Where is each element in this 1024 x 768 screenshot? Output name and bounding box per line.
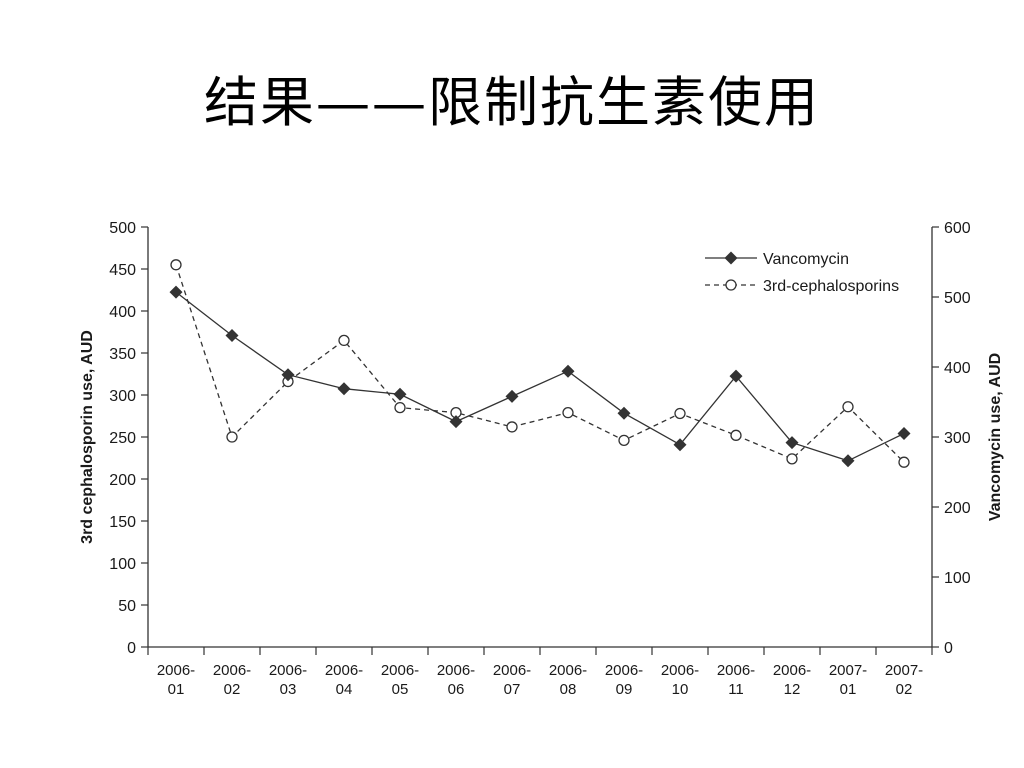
right-y-tick-label: 100 bbox=[944, 570, 971, 587]
data-point-vancomycin bbox=[281, 368, 295, 382]
series-line-vancomycin bbox=[175, 291, 905, 462]
legend-marker-3rd-cephalosporins bbox=[725, 279, 737, 291]
data-point-3rd-cephalosporins bbox=[338, 334, 350, 347]
left-y-tick-label: 400 bbox=[109, 304, 136, 321]
data-point-vancomycin bbox=[785, 436, 799, 450]
x-tick-label: 2006- bbox=[325, 662, 363, 679]
data-point-vancomycin bbox=[561, 364, 575, 378]
data-point-vancomycin bbox=[729, 369, 743, 383]
data-point-3rd-cephalosporins bbox=[170, 259, 182, 271]
x-tick-label: 01 bbox=[168, 681, 185, 698]
data-point-3rd-cephalosporins bbox=[394, 401, 406, 414]
data-point-vancomycin bbox=[505, 389, 519, 403]
data-point-vancomycin bbox=[617, 406, 631, 420]
x-tick-label: 12 bbox=[784, 681, 801, 698]
right-y-tick-label: 400 bbox=[944, 360, 971, 377]
legend-marker-vancomycin bbox=[724, 251, 738, 265]
data-point-3rd-cephalosporins bbox=[618, 434, 630, 447]
data-point-3rd-cephalosporins bbox=[674, 407, 686, 420]
data-point-3rd-cephalosporins bbox=[898, 456, 910, 468]
data-point-vancomycin bbox=[225, 329, 239, 342]
x-tick-label: 06 bbox=[448, 681, 465, 698]
x-tick-label: 2007- bbox=[829, 662, 867, 679]
x-tick-label: 2006- bbox=[773, 662, 811, 679]
data-point-3rd-cephalosporins bbox=[842, 401, 854, 413]
x-tick-label: 10 bbox=[672, 681, 689, 698]
data-point-vancomycin bbox=[449, 415, 463, 429]
x-tick-label: 2006- bbox=[381, 662, 419, 679]
x-tick-label: 02 bbox=[896, 681, 913, 698]
data-point-3rd-cephalosporins bbox=[506, 421, 518, 433]
right-y-tick-label: 600 bbox=[944, 220, 971, 237]
left-y-tick-label: 200 bbox=[109, 472, 136, 489]
data-point-vancomycin bbox=[393, 387, 407, 401]
x-tick-label: 2007- bbox=[885, 662, 923, 679]
right-y-tick-label: 300 bbox=[944, 430, 971, 447]
x-tick-label: 2006- bbox=[493, 662, 531, 679]
left-y-tick-label: 100 bbox=[109, 556, 136, 573]
left-y-tick-label: 50 bbox=[118, 598, 136, 615]
left-y-tick-label: 500 bbox=[109, 220, 136, 237]
x-tick-label: 01 bbox=[840, 681, 857, 698]
legend-label-3rd-cephalosporins: 3rd-cephalosporins bbox=[763, 278, 899, 295]
series-line-3rd-cephalosporins bbox=[175, 264, 905, 463]
x-tick-label: 2006- bbox=[549, 662, 587, 679]
x-tick-label: 2006- bbox=[437, 662, 475, 679]
x-tick-label: 02 bbox=[224, 681, 241, 698]
left-y-tick-label: 450 bbox=[109, 262, 136, 279]
legend-label-vancomycin: Vancomycin bbox=[763, 251, 849, 268]
x-tick-label: 2006- bbox=[269, 662, 307, 679]
x-tick-label: 03 bbox=[280, 681, 297, 698]
data-point-vancomycin bbox=[169, 285, 183, 299]
left-y-tick-label: 250 bbox=[109, 430, 136, 447]
data-point-3rd-cephalosporins bbox=[786, 453, 798, 465]
x-tick-label: 11 bbox=[728, 681, 744, 698]
left-y-tick-label: 350 bbox=[109, 346, 136, 363]
x-tick-label: 05 bbox=[392, 681, 409, 698]
data-point-3rd-cephalosporins bbox=[730, 429, 742, 441]
left-y-tick-label: 150 bbox=[109, 514, 136, 531]
right-y-tick-label: 200 bbox=[944, 500, 971, 517]
right-y-tick-label: 500 bbox=[944, 290, 971, 307]
data-point-3rd-cephalosporins bbox=[562, 406, 574, 419]
data-point-vancomycin bbox=[841, 454, 855, 468]
x-tick-label: 2006- bbox=[157, 662, 195, 679]
right-y-tick-label: 0 bbox=[944, 640, 953, 657]
right-y-axis-title: Vancomycin use, AUD bbox=[987, 353, 1004, 521]
x-tick-label: 2006- bbox=[661, 662, 699, 679]
x-tick-label: 08 bbox=[560, 681, 577, 698]
left-y-axis-title: 3rd cephalosporin use, AUD bbox=[79, 330, 96, 544]
x-tick-label: 2006- bbox=[717, 662, 755, 679]
data-point-vancomycin bbox=[337, 382, 351, 396]
data-point-3rd-cephalosporins bbox=[226, 431, 238, 443]
data-point-vancomycin bbox=[897, 427, 911, 440]
x-tick-label: 09 bbox=[616, 681, 633, 698]
x-tick-label: 04 bbox=[336, 681, 353, 698]
x-tick-label: 2006- bbox=[605, 662, 643, 679]
left-y-tick-label: 0 bbox=[127, 640, 136, 657]
x-tick-label: 2006- bbox=[213, 662, 251, 679]
left-y-tick-label: 300 bbox=[109, 388, 136, 405]
slide-title: 结果——限制抗生素使用 bbox=[204, 71, 820, 134]
x-tick-label: 07 bbox=[504, 681, 521, 698]
data-point-vancomycin bbox=[673, 438, 687, 452]
